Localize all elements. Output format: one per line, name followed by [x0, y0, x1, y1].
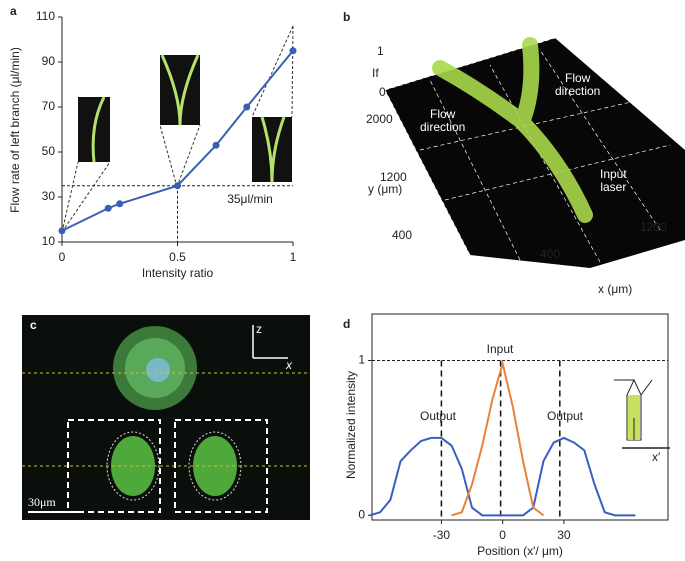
note: Flow direction [420, 108, 465, 134]
note: Flow direction [555, 72, 600, 98]
note-line: direction [420, 120, 466, 134]
y-tick-label: 400 [392, 228, 412, 242]
panel-label: a [10, 4, 17, 18]
x-tick-label: 0 [499, 528, 506, 542]
y-tick-label: 0 [358, 508, 365, 522]
x-tick-label: 1200 [640, 220, 667, 234]
data-point [58, 227, 66, 235]
microscope-image [22, 315, 310, 520]
y-axis-label: Normalized intensity [344, 371, 358, 479]
note: Input laser [600, 168, 627, 194]
3d-image [384, 9, 685, 268]
x-tick-label: 400 [540, 247, 560, 261]
annotation: Output [420, 409, 457, 423]
note-line: laser [600, 180, 627, 194]
y-axis-label: Flow rate of left branch (μl/min) [8, 47, 22, 213]
note-line: Flow [430, 107, 456, 121]
inset-schematic [614, 379, 670, 449]
x-axis-label: Intensity ratio [142, 266, 214, 280]
x-tick-label: 0.5 [169, 250, 186, 264]
x-tick-label: 0 [59, 250, 66, 264]
data-point [289, 47, 297, 55]
data-point [104, 204, 112, 212]
note-line: Input [600, 167, 627, 181]
data-point [243, 103, 251, 111]
panel-label: b [343, 10, 350, 24]
data-line [369, 436, 636, 517]
scale-bar-label: 30μm [28, 495, 56, 509]
axis-label: z [256, 322, 262, 336]
inset-images [61, 25, 294, 233]
x-tick-label: 30 [557, 528, 571, 542]
note-line: Flow [565, 71, 591, 85]
y-tick-label: 1 [358, 353, 365, 367]
data-point [174, 182, 181, 190]
panel-label: c [30, 318, 37, 332]
z-tick-label: 0 [379, 85, 386, 99]
plot-frame [371, 313, 669, 521]
data-point [116, 200, 124, 208]
x-tick-label: 1 [290, 250, 297, 264]
y-axis-label: y (μm) [368, 182, 402, 196]
x-axis-label: x (μm) [598, 282, 632, 296]
inset-label: x′ [652, 450, 661, 464]
data-line [451, 359, 545, 517]
y-tick-label: 30 [42, 189, 56, 203]
y-tick-label: 2000 [366, 112, 393, 126]
y-tick-label: 10 [42, 234, 56, 248]
x-axis-label: Position (x′/ μm) [477, 544, 563, 558]
panel-label: d [343, 317, 350, 331]
y-tick-label: 50 [42, 144, 56, 158]
annotation: Input [487, 342, 514, 356]
data-point [212, 141, 220, 149]
y-tick-label: 90 [42, 54, 56, 68]
y-tick-label: 110 [36, 9, 55, 23]
z-axis-label: If [372, 66, 379, 80]
y-tick-label: 70 [42, 99, 56, 113]
note-line: direction [555, 84, 601, 98]
annotation: 35μl/min [227, 192, 273, 206]
y-tick-label: 1200 [380, 170, 407, 184]
annotation: Output [547, 409, 584, 423]
axis-label: x [285, 358, 293, 372]
x-tick-label: -30 [433, 528, 451, 542]
z-tick-label: 1 [377, 44, 384, 58]
